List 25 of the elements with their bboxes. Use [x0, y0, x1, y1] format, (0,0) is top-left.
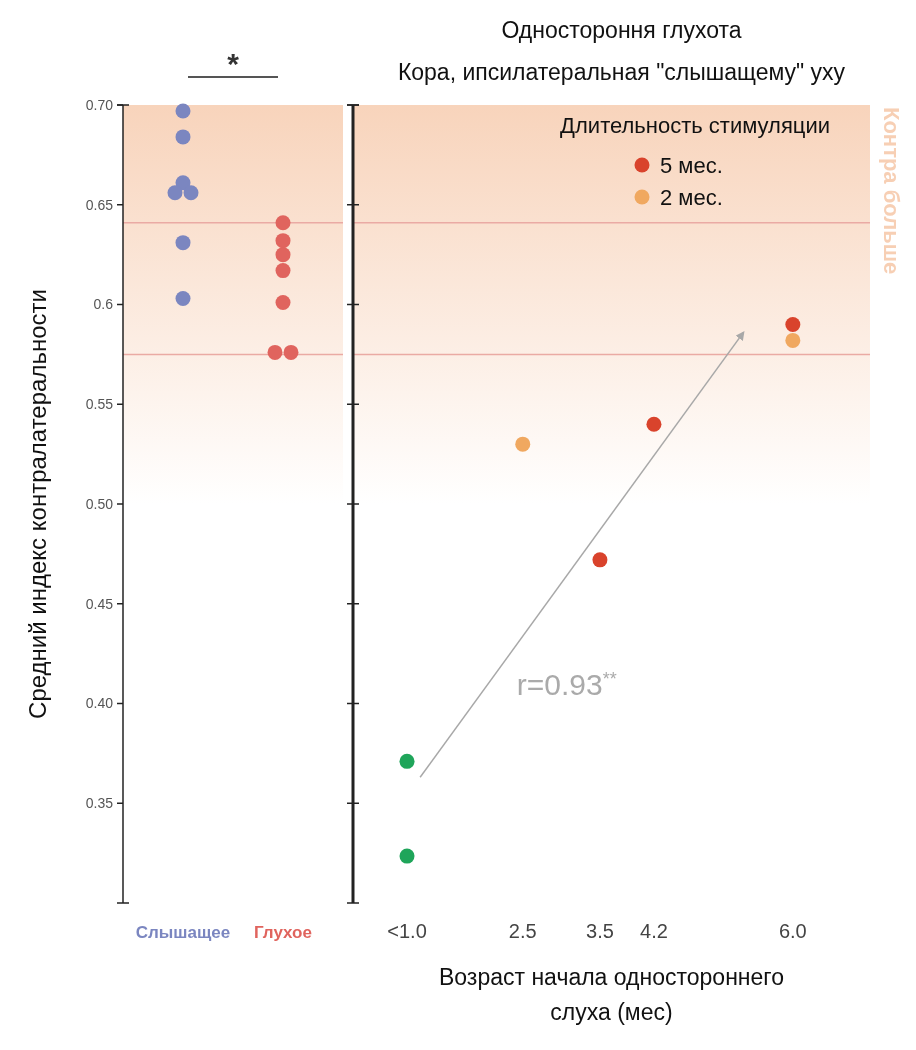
- chart-subtitle: Кора, ипсилатеральная "слышащему" уху: [397, 59, 846, 85]
- annotation: r=0.93$^{**}$: [516, 667, 617, 701]
- x-tick-label: 6.0: [778, 920, 807, 942]
- chart-title: Одностороння глухота: [501, 17, 742, 43]
- y-tick-label: 0.55: [85, 396, 114, 413]
- x-tick-label: Глухое: [254, 923, 312, 942]
- y-axis-title: Средний индекс контралатеральности: [24, 289, 51, 719]
- legend-title: Длительность стимуляции: [560, 113, 830, 138]
- x-axis-title: Возраст начала одностороннего слуха (мес): [438, 964, 785, 1025]
- y-tick-label: 0.50: [85, 495, 114, 512]
- y-tick-label: 0.40: [85, 695, 114, 712]
- legend-label: 5 мес.: [660, 152, 723, 178]
- y-tick-label: 0.35: [85, 795, 114, 812]
- y-tick-label: 0.45: [85, 595, 114, 612]
- y-tick-label: 0.70: [85, 96, 114, 113]
- x-tick-label: <1.0: [387, 920, 427, 942]
- x-tick-label: 3.5: [586, 920, 614, 942]
- x-tick-label: 4.2: [640, 920, 668, 942]
- x-tick-label: 2.5: [508, 920, 537, 942]
- y-tick-label: 0.65: [85, 196, 114, 213]
- band-label: Контра больше: [879, 107, 904, 275]
- x-tick-label: Слышащее: [135, 923, 231, 942]
- legend-label: 2 мес.: [660, 184, 723, 210]
- y-tick-label: 0.6: [93, 296, 114, 313]
- text: *: [227, 47, 240, 80]
